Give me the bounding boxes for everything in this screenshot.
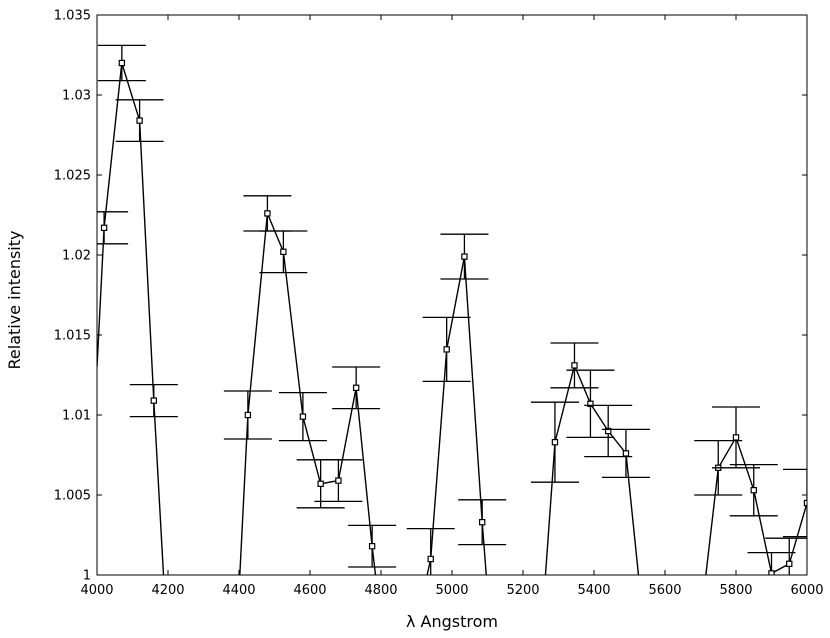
data-point (299, 413, 307, 420)
data-point (622, 450, 630, 457)
data-point (335, 477, 342, 484)
plot-frame (96, 14, 808, 576)
x-tick-label: 4800 (364, 583, 397, 598)
data-point (443, 346, 450, 353)
x-tick-label: 4000 (80, 583, 113, 598)
data-point (244, 411, 252, 419)
data-point (604, 427, 612, 435)
plot-area (97, 44, 807, 575)
data-point (750, 487, 757, 494)
data-point (317, 480, 324, 488)
data-point (368, 542, 376, 550)
data-point (118, 59, 126, 67)
data-point (352, 384, 360, 392)
x-tick-label: 4400 (222, 583, 255, 598)
x-axis-label: λ Angstrom (406, 612, 498, 631)
data-point (100, 224, 108, 231)
x-tick-label: 4200 (151, 583, 184, 598)
x-tick-label: 5800 (719, 583, 752, 598)
data-point (551, 439, 559, 446)
data-point (136, 117, 143, 124)
x-tick-label: 5600 (648, 583, 681, 598)
y-axis-label: Relative intensity (5, 231, 24, 370)
x-tick-label: 6000 (790, 583, 823, 598)
data-point (786, 560, 793, 568)
y-tick-label: 1.015 (54, 329, 91, 344)
data-point (427, 555, 434, 563)
x-tick-label: 5000 (435, 583, 468, 598)
data-point (571, 362, 578, 369)
data-point (478, 518, 486, 526)
y-tick-label: 1.005 (54, 489, 91, 504)
data-point (150, 397, 157, 404)
x-tick-label: 4600 (293, 583, 326, 598)
axis-ticks: 4000 4200 4400 4600 4800 5000 5200 5400 5600 5800… (54, 9, 824, 599)
data-point (803, 499, 807, 507)
data-point (732, 434, 740, 441)
y-tick-label: 1.025 (54, 169, 91, 184)
data-point (768, 570, 775, 575)
data-point (461, 253, 468, 260)
y-tick-label: 1.035 (54, 9, 91, 24)
x-tick-label: 5400 (577, 583, 610, 598)
data-point (264, 210, 271, 217)
data-point (280, 248, 287, 255)
y-tick-label: 1 (83, 569, 91, 584)
series-line (97, 62, 807, 575)
data-point (587, 400, 594, 408)
y-tick-label: 1.02 (62, 249, 91, 264)
y-tick-label: 1.03 (62, 89, 91, 104)
y-tick-label: 1.01 (62, 409, 91, 424)
x-tick-label: 5200 (506, 583, 539, 598)
